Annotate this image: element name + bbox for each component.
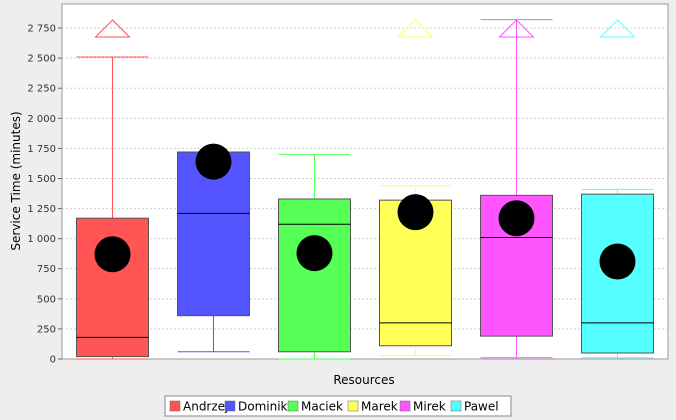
far-outlier-marker xyxy=(397,19,434,38)
far-outlier-marker xyxy=(94,19,131,38)
legend: Andrzej Dominik Maciek Marek Mirek Pawel xyxy=(164,395,512,417)
box-marek xyxy=(379,19,452,356)
legend-label: Marek xyxy=(361,400,398,414)
mean-marker xyxy=(296,235,333,272)
y-tick-label: 0 xyxy=(50,355,56,366)
box-maciek xyxy=(278,153,351,360)
mean-marker xyxy=(195,143,232,180)
box-pawel xyxy=(581,19,654,359)
legend-label: Dominik xyxy=(238,400,288,414)
legend-label: Pawel xyxy=(464,400,499,414)
legend-swatch xyxy=(224,400,236,412)
legend-label: Andrzej xyxy=(183,400,228,414)
legend-swatch xyxy=(450,400,462,412)
mean-marker xyxy=(599,243,636,280)
box-series xyxy=(76,19,654,360)
y-axis-ticks: 0 250 500 750 1 000 1 250 1 500 1 750 2 000 2 250… xyxy=(27,24,62,366)
plot-area xyxy=(61,3,669,360)
y-tick-label: 500 xyxy=(37,294,56,305)
mean-marker xyxy=(498,200,535,237)
legend-swatch xyxy=(347,400,359,412)
y-tick-label: 2 250 xyxy=(27,84,56,95)
mean-marker xyxy=(397,194,434,231)
y-tick-label: 2 500 xyxy=(27,54,56,65)
legend-box xyxy=(164,395,512,417)
legend-swatch xyxy=(399,400,411,412)
y-tick-label: 1 750 xyxy=(27,144,56,155)
y-tick-label: 250 xyxy=(37,324,56,335)
mean-marker xyxy=(94,236,131,273)
far-outlier-marker xyxy=(498,19,535,38)
iqr-box xyxy=(278,198,351,353)
y-tick-label: 2 000 xyxy=(27,114,56,125)
y-tick-label: 1 000 xyxy=(27,234,56,245)
box-dominik xyxy=(177,143,250,353)
y-axis-label: Service Time (minutes) xyxy=(9,111,23,250)
box-mirek xyxy=(480,19,553,359)
legend-swatch xyxy=(169,400,181,412)
box-andrzej xyxy=(76,19,149,360)
y-tick-label: 750 xyxy=(37,264,56,275)
legend-label: Maciek xyxy=(301,400,343,414)
far-outlier-marker xyxy=(599,19,636,38)
grid-lines xyxy=(62,27,668,330)
y-tick-label: 2 750 xyxy=(27,24,56,35)
legend-label: Mirek xyxy=(413,400,446,414)
x-axis-label: Resources xyxy=(333,373,394,387)
y-tick-label: 1 500 xyxy=(27,174,56,185)
y-tick-label: 1 250 xyxy=(27,204,56,215)
legend-swatch xyxy=(287,400,299,412)
